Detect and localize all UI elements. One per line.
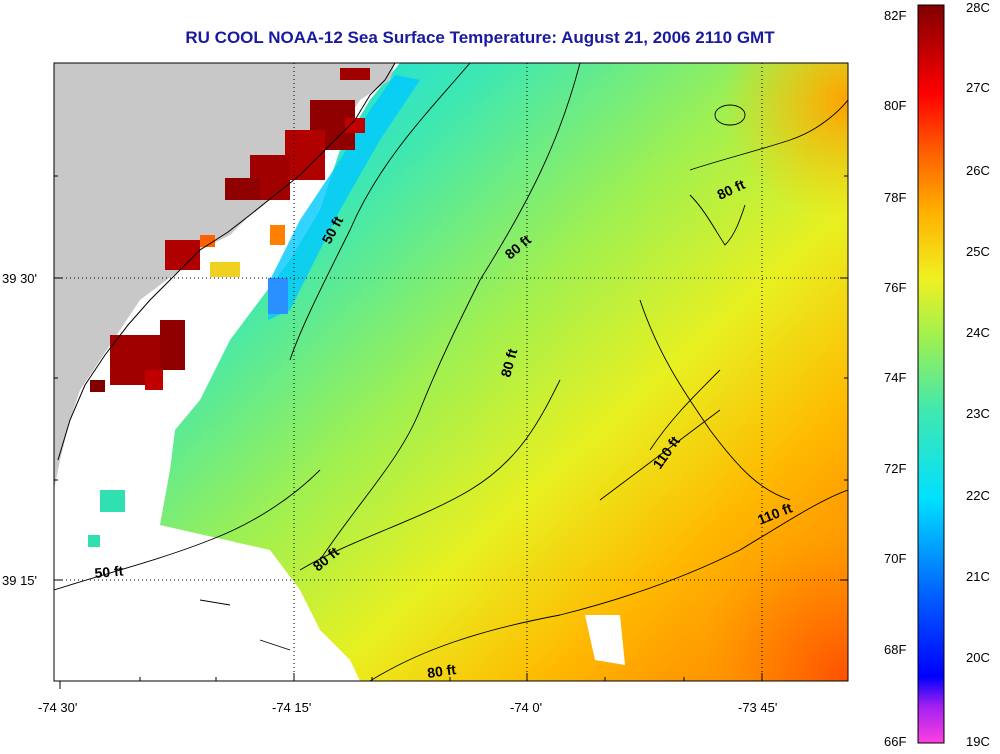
land-mass [54,63,395,490]
colorbar-f-label: 68F [884,642,906,657]
lat-tick-label: 39 30' [2,271,37,286]
colorbar-c-label: 20C [966,650,990,665]
colorbar-c-label: 26C [966,163,990,178]
colorbar-c-label: 23C [966,406,990,421]
cloud-patch [585,615,625,665]
lat-lon-labels: -74 30' -74 15' -74 0' -73 45' 39 30' 39… [2,271,777,715]
colorbar-c-label: 25C [966,244,990,259]
lon-tick-label: -74 30' [38,700,77,715]
colorbar-f-label: 82F [884,8,906,23]
colorbar-f-label: 66F [884,734,906,749]
map-frame [53,62,849,682]
colorbar-c-label: 28C [966,0,990,15]
colorbar-f-label: 74F [884,370,906,385]
map-plot-area [54,63,848,681]
lat-tick-label: 39 15' [2,573,37,588]
colorbar-c-label: 21C [966,569,990,584]
lon-tick-label: -74 0' [510,700,542,715]
contour-label: 80 ft [497,347,520,379]
contour-label: 50 ft [94,563,124,581]
cold-pixel-patch [268,278,288,314]
map-title: RU COOL NOAA-12 Sea Surface Temperature:… [185,28,775,47]
colorbar-c-label: 19C [966,734,990,749]
colorbar-celsius-labels: 28C 27C 26C 25C 24C 23C 22C 21C 20C 19C [966,0,990,749]
colorbar-f-label: 72F [884,461,906,476]
bathymetry-contours [54,63,848,681]
colorbar-f-label: 78F [884,190,906,205]
colorbar-c-label: 27C [966,80,990,95]
lon-tick-label: -74 15' [272,700,311,715]
colorbar-f-label: 76F [884,280,906,295]
colorbar-fahrenheit-labels: 82F 80F 78F 76F 74F 72F 70F 68F 66F [884,8,906,749]
temperature-colorbar: 82F 80F 78F 76F 74F 72F 70F 68F 66F 28C … [884,0,990,749]
colorbar-f-label: 80F [884,98,906,113]
colorbar-f-label: 70F [884,551,906,566]
colorbar-c-label: 22C [966,488,990,503]
lon-tick-label: -73 45' [738,700,777,715]
colorbar-c-label: 24C [966,325,990,340]
contour-label: 80 ft [426,661,457,681]
warm-coastal-pixels [90,68,370,392]
